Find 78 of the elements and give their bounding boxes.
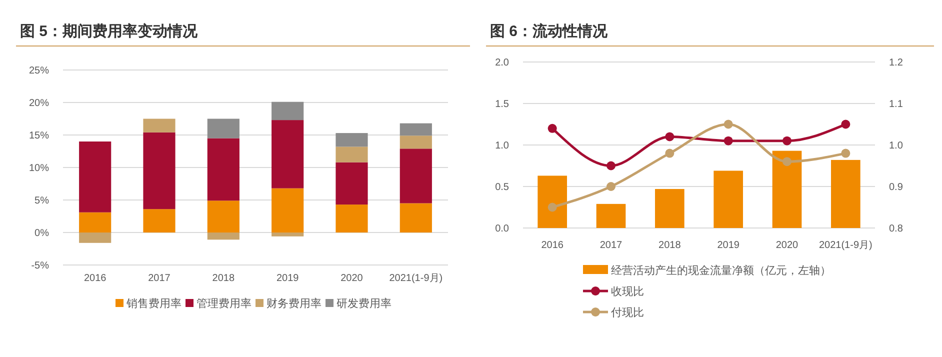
- point: [548, 202, 557, 212]
- legend-label: 收现比: [611, 285, 644, 298]
- x-tick-label: 2018: [658, 240, 682, 251]
- x-tick-label: 2020: [776, 240, 799, 251]
- bar: [143, 118, 176, 132]
- point: [606, 161, 616, 170]
- x-tick-label: 2018: [212, 273, 235, 284]
- bar: [79, 142, 112, 212]
- legend-label: 经营活动产生的现金流量净额（亿元，左轴）: [611, 264, 831, 277]
- bar: [538, 176, 567, 228]
- point: [841, 120, 850, 129]
- bar: [400, 123, 432, 136]
- bar: [79, 212, 112, 232]
- bar: [336, 204, 368, 232]
- point: [724, 120, 733, 129]
- bar: [336, 133, 368, 147]
- legend-label: 销售费用率: [126, 297, 182, 310]
- point: [665, 148, 674, 158]
- bar: [207, 138, 240, 201]
- point: [782, 136, 792, 146]
- bar: [79, 232, 112, 243]
- y2-tick-label: 1.1: [889, 99, 904, 110]
- y-tick-label: 10%: [28, 163, 50, 174]
- bar: [400, 136, 432, 149]
- chart-title: 图 5：期间费用率变动情况: [20, 22, 199, 40]
- point: [665, 132, 674, 142]
- bar: [772, 150, 802, 228]
- y-tick-label: 20%: [28, 98, 50, 109]
- bar: [272, 188, 304, 232]
- x-tick-label: 2019: [276, 273, 300, 284]
- x-tick-label: 2017: [600, 240, 623, 251]
- y-tick-label: 2.0: [495, 58, 510, 68]
- y-tick-label: 0.5: [495, 182, 510, 193]
- x-tick-label: 2021(1-9月): [389, 273, 443, 284]
- y2-tick-label: 1.0: [889, 140, 904, 152]
- bar: [207, 118, 240, 138]
- chart-title: 图 6：流动性情况: [490, 22, 609, 40]
- legend-label: 管理费用率: [196, 297, 252, 310]
- y-tick-label: 1.0: [495, 140, 510, 152]
- x-tick-label: 2017: [148, 273, 171, 284]
- bar: [272, 232, 304, 236]
- y-tick-label: 15%: [28, 130, 50, 142]
- bar: [336, 146, 368, 162]
- point: [606, 182, 616, 191]
- bar: [655, 188, 684, 228]
- legend-label: 财务费用率: [266, 297, 322, 310]
- y-tick-label: 5%: [34, 196, 50, 206]
- bar: [336, 162, 368, 205]
- bar: [400, 148, 432, 204]
- y-tick-label: 25%: [28, 66, 50, 76]
- x-tick-label: 2020: [340, 273, 364, 284]
- point: [782, 157, 792, 166]
- bar: [143, 132, 176, 210]
- x-tick-label: 2019: [717, 240, 740, 251]
- point: [724, 136, 733, 146]
- bar: [596, 204, 626, 228]
- y2-tick-label: 1.2: [889, 58, 904, 68]
- bar: [714, 170, 743, 228]
- bar: [831, 160, 860, 228]
- y2-tick-label: 0.9: [889, 182, 904, 193]
- x-tick-label: 2021(1-9月): [818, 240, 872, 251]
- point: [841, 148, 850, 158]
- x-tick-label: 2016: [541, 240, 564, 251]
- bar: [207, 200, 240, 232]
- x-tick-label: 2016: [84, 273, 107, 284]
- bar: [143, 209, 176, 232]
- point: [548, 124, 557, 133]
- bar: [207, 232, 240, 240]
- legend-label: 研发费用率: [336, 297, 392, 310]
- y-tick-label: 0%: [34, 228, 50, 239]
- bar: [272, 102, 304, 120]
- y-tick-label: -5%: [31, 260, 50, 272]
- bar: [400, 203, 432, 232]
- legend-label: 付现比: [611, 306, 644, 319]
- y-tick-label: 1.5: [495, 99, 510, 110]
- y2-tick-label: 0.8: [889, 224, 904, 234]
- y-tick-label: 0.0: [495, 224, 510, 234]
- bar: [272, 120, 304, 188]
